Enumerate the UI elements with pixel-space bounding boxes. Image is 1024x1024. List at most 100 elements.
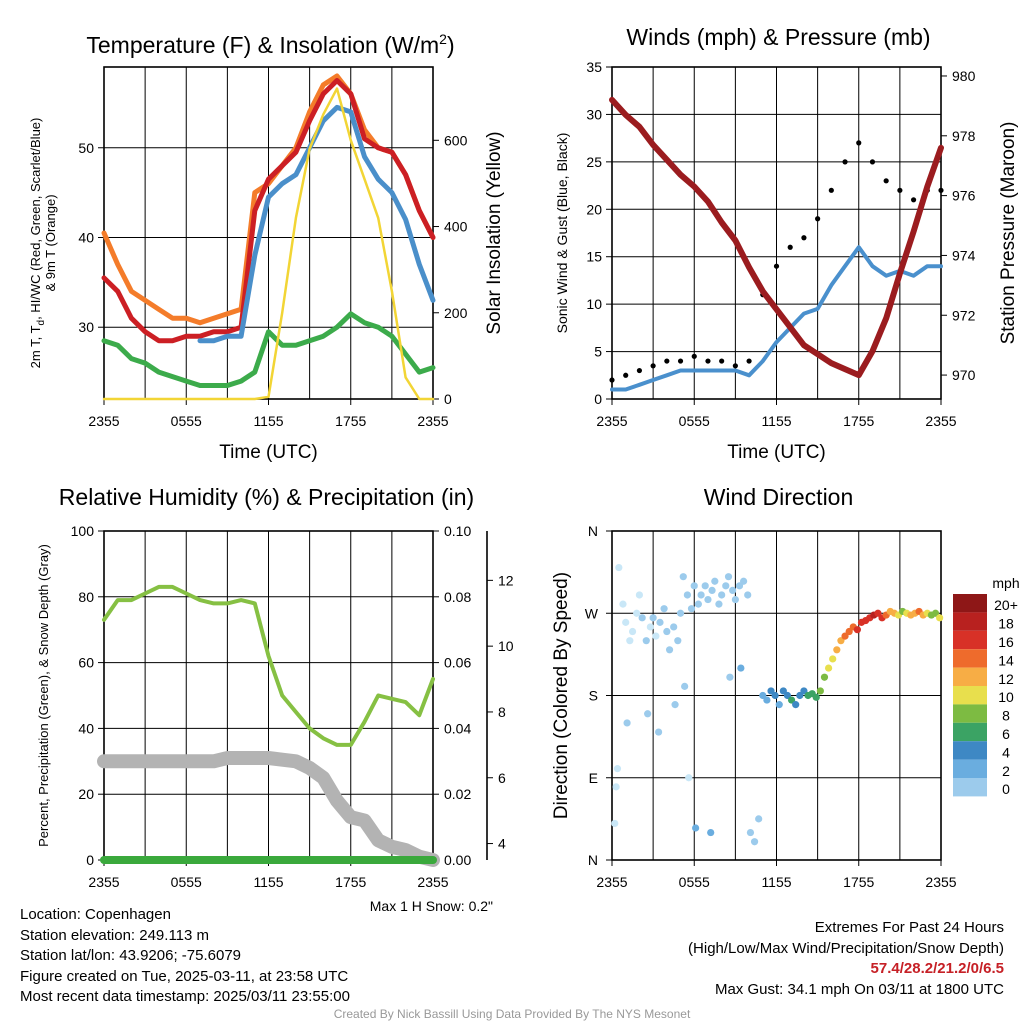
direction-point [729, 586, 737, 595]
snow-footnote: Max 1 H Snow: 0.2" [370, 898, 493, 914]
gust-point [705, 358, 711, 364]
gust-point [869, 159, 876, 165]
temp-series-line [197, 104, 436, 344]
direction-point [715, 600, 723, 608]
x-tick-label: 0555 [171, 413, 202, 429]
y2-tick-label: 0.10 [444, 523, 471, 539]
direction-point [626, 637, 634, 645]
gust-point [623, 372, 629, 378]
gust-point [691, 353, 697, 359]
direction-point [633, 609, 641, 617]
gust-point [938, 187, 944, 193]
direction-point [820, 673, 829, 681]
dir-y-axis-title: Direction (Colored By Speed) [551, 572, 572, 819]
direction-point [767, 687, 775, 695]
dir-chart-title: Wind Direction [704, 484, 854, 510]
direction-point [755, 815, 763, 823]
y-tick-label: 20 [78, 786, 94, 802]
y-tick-label: 80 [78, 589, 94, 605]
y-tick-label: E [589, 770, 598, 786]
extremes-heading: Extremes For Past 24 Hours [814, 919, 1004, 936]
y-tick-label: S [589, 688, 598, 704]
direction-point [796, 691, 804, 700]
plot-frame [611, 530, 942, 861]
direction-point [652, 632, 660, 640]
direction-point [711, 577, 719, 585]
direction-point [690, 582, 698, 590]
gust-point [719, 358, 725, 364]
direction-point [644, 710, 652, 718]
gust-point [883, 178, 889, 184]
temperature-panel: Temperature (F) & Insolation (W/m2) 2355 0… [28, 31, 505, 463]
gust-point [856, 140, 862, 146]
max-gust: Max Gust: 34.1 mph On 03/11 at 1800 UTC [714, 980, 1004, 998]
direction-point [737, 664, 745, 672]
y-tick-label: 30 [586, 106, 602, 122]
temp-series-line [101, 78, 436, 344]
gust-point [746, 358, 752, 364]
direction-point [697, 591, 705, 599]
direction-point [746, 828, 755, 837]
wind-y2-axis-title: Station Pressure (Maroon) [998, 122, 1019, 345]
gust-point [828, 187, 834, 193]
colorbar-swatch [953, 630, 987, 650]
y-tick-label: 5 [594, 344, 602, 360]
colorbar-label: 4 [1002, 744, 1010, 760]
direction-point [671, 701, 679, 709]
colorbar-swatch [953, 778, 987, 797]
direction-point [681, 682, 689, 690]
direction-point [936, 614, 944, 622]
extremes-values: 57.4/28.2/21.2/0/6.5 [870, 960, 1004, 977]
temp-series-line [102, 87, 435, 401]
y2-tick-label: 976 [952, 188, 976, 204]
direction-point [812, 693, 820, 701]
y2-tick-label: 600 [444, 132, 468, 148]
gust-point [897, 187, 903, 193]
direction-point [726, 673, 734, 681]
direction-point [744, 591, 752, 599]
y2-tick-label: 0 [444, 391, 452, 407]
x-tick-label: 1155 [761, 413, 791, 429]
direction-point [623, 719, 631, 727]
x-tick-label: 2355 [596, 874, 627, 890]
direction-point [635, 591, 644, 599]
colorbar-label: 8 [1002, 708, 1010, 724]
direction-point [694, 600, 702, 608]
gust-point [801, 235, 807, 241]
figure-created: Figure created on Tue, 2025-03-11, at 23… [20, 967, 349, 985]
temp-y-axis-title: 2m T, Td, HI/WC (Red, Green, Scarlet/Blu… [28, 118, 58, 369]
colorbar-swatch [953, 594, 987, 613]
direction-point [619, 600, 627, 608]
direction-point [787, 696, 796, 704]
x-tick-label: 1755 [843, 874, 874, 890]
direction-point [829, 655, 837, 663]
colorbar-swatch [953, 741, 987, 760]
x-tick-label: 1755 [843, 413, 874, 429]
direction-point [931, 609, 940, 617]
rh-chart-title: Relative Humidity (%) & Precipitation (i… [59, 484, 474, 510]
y2-tick-label: 980 [952, 68, 976, 84]
x-tick-label: 2355 [88, 413, 119, 429]
colorbar-swatch [953, 667, 987, 686]
colorbar-label: 20+ [994, 597, 1018, 613]
colorbar-label: 10 [998, 689, 1014, 705]
direction-point [674, 637, 682, 645]
direction-point [656, 618, 664, 626]
y-tick-label: W [585, 605, 599, 621]
direction-point [663, 627, 671, 636]
wind-panel: Winds (mph) & Pressure (mb) 2355 0555 1155 1… [554, 24, 1019, 463]
pressure-line [609, 96, 944, 379]
station-latlon: Station lat/lon: 43.9206; -75.6079 [20, 947, 242, 964]
y2-tick-label: 0.06 [444, 655, 471, 671]
colorbar-label: 18 [998, 616, 1014, 632]
x-tick-label: 0555 [171, 874, 202, 890]
direction-point [687, 605, 696, 613]
direction-point [692, 824, 700, 832]
x-tick-label: 1155 [761, 874, 791, 890]
rh-series-line [97, 751, 440, 867]
colorbar-label: 14 [998, 652, 1014, 668]
rh-series-line [102, 584, 435, 747]
colorbar-swatch [953, 686, 987, 705]
direction-point [649, 614, 657, 622]
